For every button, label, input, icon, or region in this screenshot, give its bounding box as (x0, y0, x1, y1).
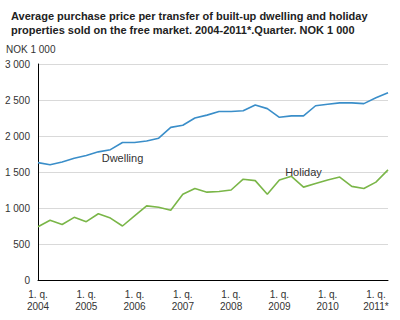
svg-text:2006: 2006 (123, 301, 146, 312)
svg-text:NOK 1 000: NOK 1 000 (6, 44, 56, 55)
svg-text:Dwelling: Dwelling (102, 152, 144, 164)
svg-text:1. q.: 1. q. (366, 289, 385, 300)
svg-text:2005: 2005 (75, 301, 98, 312)
svg-text:500: 500 (13, 239, 30, 250)
svg-text:2008: 2008 (220, 301, 243, 312)
svg-text:1. q.: 1. q. (77, 289, 96, 300)
svg-text:1. q.: 1. q. (125, 289, 144, 300)
svg-text:Average purchase price per tra: Average purchase price per transfer of b… (11, 10, 371, 22)
svg-text:2010: 2010 (317, 301, 340, 312)
svg-text:2007: 2007 (172, 301, 195, 312)
svg-text:1. q.: 1. q. (221, 289, 240, 300)
svg-text:3 000: 3 000 (5, 59, 30, 70)
svg-text:properties sold on the free ma: properties sold on the free market. 2004… (11, 24, 355, 36)
svg-text:2 000: 2 000 (5, 131, 30, 142)
svg-text:1 500: 1 500 (5, 167, 30, 178)
svg-text:0: 0 (24, 275, 30, 286)
svg-text:1 000: 1 000 (5, 203, 30, 214)
svg-text:1. q.: 1. q. (173, 289, 192, 300)
svg-text:2011*: 2011* (363, 301, 389, 312)
svg-text:1. q.: 1. q. (28, 289, 47, 300)
svg-text:1. q.: 1. q. (318, 289, 337, 300)
svg-text:1. q.: 1. q. (270, 289, 289, 300)
svg-text:2004: 2004 (27, 301, 50, 312)
svg-text:2009: 2009 (268, 301, 291, 312)
svg-text:2 500: 2 500 (5, 95, 30, 106)
svg-text:Holiday: Holiday (285, 166, 322, 178)
